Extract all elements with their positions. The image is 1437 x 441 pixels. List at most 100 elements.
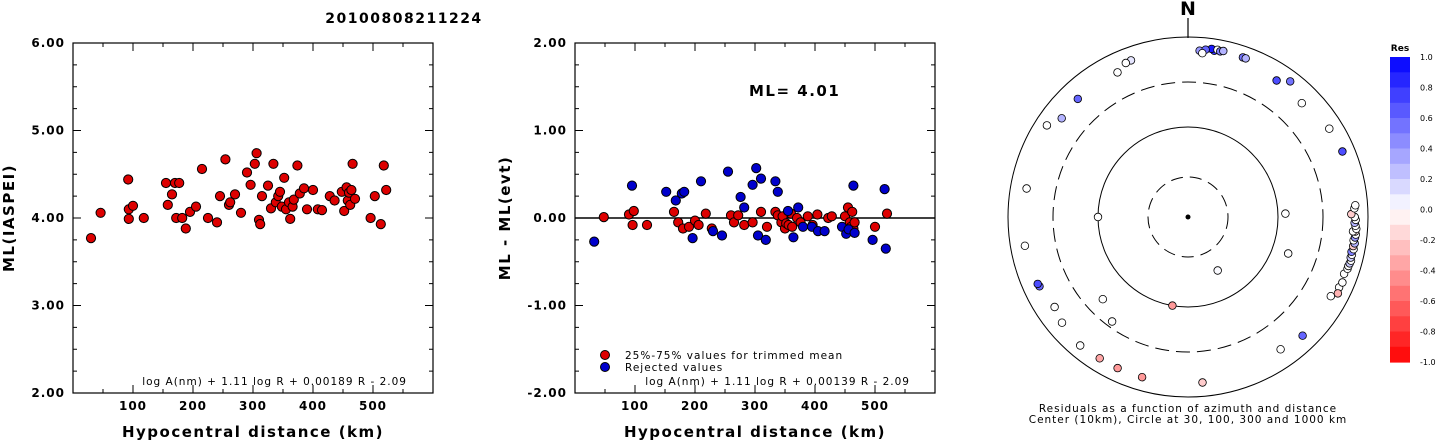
- data-point: [298, 183, 310, 194]
- data-point: [788, 232, 799, 243]
- colorbar-tick-label: 0.6: [1420, 114, 1433, 123]
- colorbar-cell: [1390, 270, 1410, 287]
- station-point: [1022, 184, 1031, 193]
- data-point: [285, 213, 296, 224]
- station-point: [1213, 266, 1222, 275]
- station-point: [1113, 68, 1122, 77]
- data-point: [747, 217, 758, 228]
- y-tick-label: -1.00: [527, 299, 567, 313]
- figure-title: 20100808211224: [325, 11, 482, 27]
- colorbar-cell: [1390, 148, 1410, 165]
- data-points: [85, 148, 392, 244]
- data-point: [881, 208, 893, 219]
- ring-30km: [1147, 176, 1229, 258]
- axis-ticks: [73, 42, 433, 394]
- legend: 25%-75% values for trimmed mean Rejected…: [600, 350, 842, 374]
- station-point: [1298, 331, 1307, 340]
- data-point: [733, 210, 744, 221]
- colorbar-tick-label: -0.8: [1420, 328, 1436, 337]
- data-point: [716, 230, 728, 241]
- data-point: [202, 212, 214, 224]
- formula-label: log A(nm) + 1.11 log R + 0.00139 R - 2.0…: [645, 376, 910, 388]
- station-point: [1075, 341, 1085, 350]
- data-point: [174, 177, 185, 189]
- data-point: [735, 191, 746, 203]
- station-point: [1050, 302, 1059, 312]
- x-tick-label: 100: [621, 399, 649, 413]
- station-point: [1198, 378, 1207, 387]
- data-point: [589, 236, 600, 247]
- data-point: [123, 213, 134, 224]
- data-point: [196, 163, 208, 175]
- colorbar-cell: [1390, 179, 1410, 195]
- data-point: [641, 219, 653, 231]
- colorbar-cell: [1390, 301, 1410, 317]
- x-axis-label: Hypocentral distance (km): [122, 423, 384, 441]
- data-point: [661, 186, 672, 197]
- x-tick-labels: 100 200 300 400 500: [119, 399, 386, 413]
- data-point: [722, 166, 734, 177]
- data-point: [346, 184, 357, 196]
- station-point: [1325, 124, 1334, 133]
- data-point: [138, 212, 149, 224]
- data-point: [760, 234, 771, 245]
- station-point: [1098, 295, 1107, 304]
- data-point: [162, 199, 173, 210]
- data-point: [123, 174, 134, 185]
- axis-ticks: [575, 42, 935, 394]
- x-axis-label: Hypocentral distance (km): [624, 423, 886, 441]
- data-point: [826, 211, 837, 222]
- colorbar-cell: [1390, 133, 1410, 150]
- station-point: [1121, 58, 1130, 68]
- data-point: [85, 233, 97, 244]
- station-point: [1333, 289, 1343, 298]
- data-point: [347, 158, 358, 169]
- station-point: [1057, 318, 1067, 327]
- station-point: [1095, 354, 1104, 363]
- data-point: [220, 154, 231, 165]
- data-point: [849, 217, 860, 228]
- data-point: [292, 160, 303, 171]
- data-point: [301, 204, 313, 215]
- data-point: [847, 206, 858, 217]
- x-tick-label: 500: [861, 399, 889, 413]
- data-point: [268, 158, 279, 169]
- data-point: [751, 163, 762, 174]
- data-point: [879, 184, 890, 195]
- data-point: [225, 197, 236, 208]
- data-point: [279, 172, 290, 183]
- station-point: [1198, 49, 1207, 58]
- station-point: [1272, 76, 1281, 85]
- colorbar-tick-label: -0.4: [1420, 267, 1436, 276]
- azimuth-distance-panel: N Residuals as a function of azimuth and…: [1007, 0, 1369, 426]
- colorbar-cell: [1390, 118, 1410, 134]
- y-tick-labels: 2.00 3.00 4.00 5.00 6.00: [31, 36, 65, 400]
- data-point: [378, 160, 389, 171]
- colorbar-cell: [1390, 72, 1410, 89]
- data-point: [627, 219, 638, 231]
- data-point: [770, 176, 781, 187]
- data-point: [869, 221, 881, 232]
- caption-line-2: Center (10km), Circle at 30, 100, 300 an…: [1029, 414, 1348, 426]
- data-point: [177, 212, 188, 224]
- data-point: [339, 205, 350, 217]
- station-points: [1020, 44, 1361, 387]
- data-point: [772, 186, 783, 197]
- station-point: [1241, 54, 1250, 63]
- y-tick-label: 4.00: [31, 211, 65, 225]
- data-point: [849, 227, 860, 238]
- data-point: [755, 173, 767, 184]
- y-tick-label: 1.00: [533, 124, 567, 138]
- station-point: [1338, 147, 1347, 156]
- station-point: [1285, 77, 1295, 86]
- x-tick-label: 100: [119, 399, 147, 413]
- data-point: [214, 191, 226, 202]
- colorbar-tick-label: -1.0: [1420, 358, 1436, 367]
- data-point: [160, 177, 172, 189]
- colorbar-cell: [1390, 255, 1410, 272]
- data-point: [782, 205, 794, 217]
- y-tick-label: 5.00: [31, 124, 65, 138]
- colorbar-title: Res: [1391, 44, 1409, 54]
- station-point: [1168, 301, 1177, 310]
- data-point: [787, 221, 798, 232]
